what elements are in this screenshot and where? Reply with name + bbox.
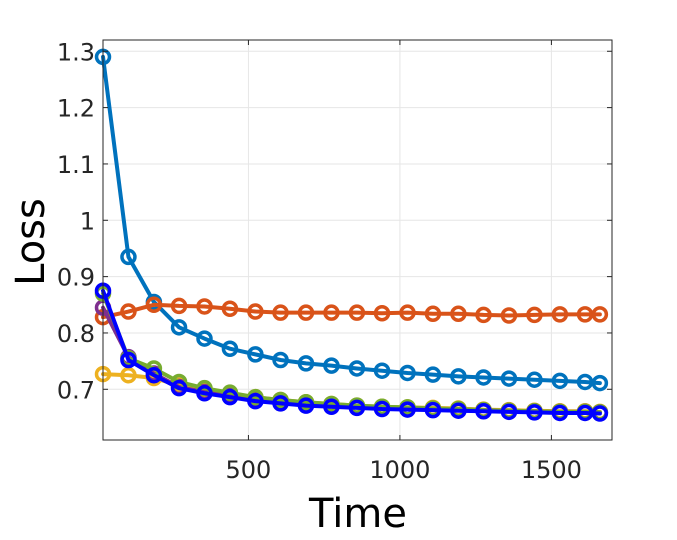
data-point [323, 357, 340, 374]
data-point [221, 340, 239, 357]
data-point [170, 297, 188, 315]
data-point [450, 305, 467, 323]
data-point [348, 399, 366, 417]
data-point [576, 404, 594, 422]
data-point [399, 304, 416, 321]
series-layer [94, 48, 609, 422]
data-point [297, 355, 315, 372]
data-point [450, 402, 467, 419]
data-point [196, 298, 213, 315]
series-6 [94, 282, 609, 422]
series-line [101, 288, 602, 416]
data-point [551, 306, 569, 323]
y-tick-label: 1.1 [57, 151, 95, 179]
data-point [247, 392, 264, 410]
y-axis-label: Loss [8, 198, 54, 286]
data-point [500, 370, 518, 387]
y-tick-label: 0.8 [57, 320, 95, 348]
plot-frame [102, 39, 613, 441]
data-point [272, 395, 289, 412]
data-point [373, 362, 391, 379]
data-point [196, 384, 213, 402]
data-point [323, 398, 340, 416]
data-point [272, 351, 289, 369]
data-point [424, 305, 442, 323]
data-point [170, 319, 188, 336]
x-tick-label: 500 [226, 456, 272, 484]
data-point [526, 371, 543, 388]
y-tick-label: 1.3 [57, 38, 95, 66]
data-point [145, 366, 163, 384]
x-tick-label: 1500 [521, 456, 582, 484]
data-point [247, 346, 264, 363]
data-point [475, 403, 492, 420]
data-point [500, 403, 518, 421]
data-point [170, 379, 188, 397]
y-tick-label: 0.7 [57, 376, 95, 404]
data-point [551, 372, 569, 390]
data-point [399, 401, 416, 418]
x-tick-label: 1000 [369, 456, 430, 484]
y-tick-label: 1 [80, 207, 95, 235]
data-point [145, 296, 163, 314]
data-point [500, 307, 518, 324]
data-point [526, 306, 543, 324]
data-point [526, 404, 543, 421]
data-point [221, 300, 239, 317]
data-point [551, 404, 569, 422]
data-point [591, 374, 609, 392]
data-point [348, 304, 366, 321]
data-point [272, 304, 289, 321]
data-point [196, 330, 213, 347]
data-point [424, 366, 442, 383]
data-point [348, 360, 366, 377]
data-point [576, 306, 594, 323]
x-tick-labels: 500 1000 1500 [226, 456, 582, 484]
data-point [475, 369, 492, 386]
data-point [221, 388, 239, 406]
data-point [297, 304, 315, 321]
data-point [450, 368, 467, 385]
data-point [373, 400, 391, 418]
data-point [591, 306, 609, 323]
tick-marks [103, 40, 612, 440]
data-point [120, 351, 137, 369]
y-tick-label: 1.2 [57, 95, 95, 123]
series-line [101, 54, 602, 386]
data-point [373, 304, 391, 322]
y-tick-labels: 0.7 0.8 0.9 1 1.1 1.2 1.3 [57, 38, 95, 404]
data-point [323, 304, 340, 321]
data-point [475, 306, 492, 324]
data-point [120, 366, 137, 384]
data-point [297, 397, 315, 414]
data-point [120, 248, 137, 266]
data-point [424, 401, 442, 419]
data-point [576, 373, 594, 391]
data-point [247, 303, 264, 320]
data-point [591, 405, 609, 422]
data-point [120, 303, 137, 320]
data-point [399, 364, 416, 382]
y-tick-label: 0.9 [57, 264, 95, 292]
series-line [101, 302, 602, 320]
x-axis-label: Time [308, 491, 407, 537]
